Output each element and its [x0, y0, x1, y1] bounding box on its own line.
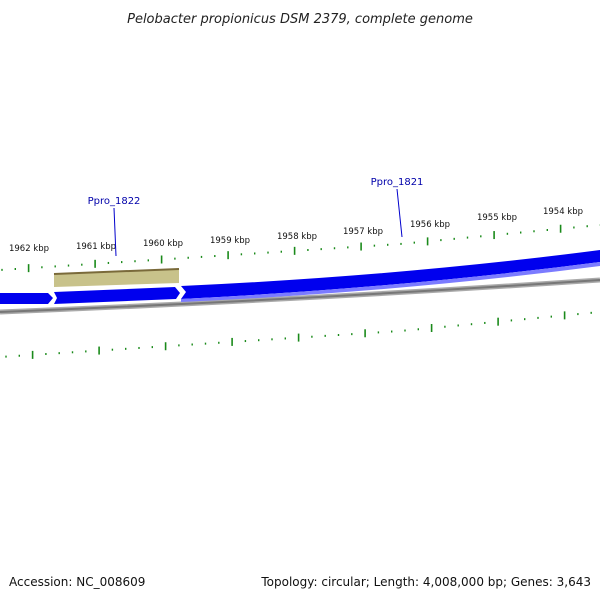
scale-label: 1958 kbp — [277, 232, 317, 242]
gene-label-ppro-1822[interactable]: Ppro_1822 — [88, 196, 141, 257]
genome-backbone — [0, 277, 600, 315]
gene-label-ppro-1821[interactable]: Ppro_1821 — [371, 177, 424, 238]
scale-label: 1960 kbp — [143, 239, 183, 249]
gene-arrow-left[interactable] — [0, 293, 53, 304]
genome-summary: Topology: circular; Length: 4,008,000 bp… — [260, 575, 591, 589]
scale-label: 1956 kbp — [410, 220, 450, 230]
scale-label: 1962 kbp — [9, 244, 49, 254]
gene-track-shadow — [181, 262, 600, 302]
accession-label: Accession: NC_008609 — [9, 575, 145, 589]
outer-tick-track — [1, 223, 600, 273]
scale-label: 1954 kbp — [543, 207, 583, 217]
axis-label-track: 1962 kbp 1961 kbp 1960 kbp 1959 kbp 1958 kbp… — [9, 207, 583, 254]
scale-label: 1961 kbp — [76, 242, 116, 252]
scale-label: 1959 kbp — [210, 236, 250, 246]
gene-arrow-ppro-1822[interactable] — [54, 287, 180, 304]
scale-label: 1955 kbp — [477, 213, 517, 223]
gene-track — [0, 250, 600, 304]
svg-text:Ppro_1822: Ppro_1822 — [88, 196, 141, 207]
gene-arrow-main[interactable] — [181, 250, 600, 299]
highlighted-gene[interactable] — [53, 268, 180, 287]
scale-label: 1957 kbp — [343, 227, 383, 237]
genome-title: Pelobacter propionicus DSM 2379, complet… — [127, 12, 473, 27]
inner-tick-track — [5, 311, 592, 359]
svg-text:Ppro_1821: Ppro_1821 — [371, 177, 424, 188]
